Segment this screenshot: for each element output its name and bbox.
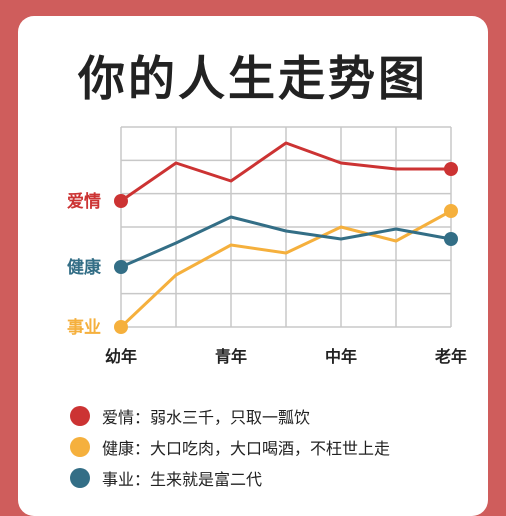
x-tick-label: 幼年 <box>105 347 137 366</box>
chart-grid <box>120 126 452 328</box>
x-tick-label: 青年 <box>215 347 247 366</box>
series-line-0 <box>120 141 451 203</box>
card: 你的人生走势图 幼年 青年 中年 老年 爱情健康事业 爱情：弱水三千，只取一瓢饮 健康：… <box>18 16 488 516</box>
y-side-label: 健康 <box>67 257 102 278</box>
y-side-label: 爱情 <box>67 191 101 212</box>
legend-item-health: 健康：大口吃肉，大口喝酒，不枉世上走 <box>70 431 390 462</box>
y-side-label: 事业 <box>67 318 101 338</box>
legend-label-love: 爱情：弱水三千，只取一瓢饮 <box>102 407 311 427</box>
legend-dot-love <box>70 405 90 426</box>
chart-points <box>114 162 458 334</box>
legend-item-career: 事业：生来就是富二代 <box>70 462 390 493</box>
series-start-point-0 <box>114 194 128 208</box>
series-end-point-0 <box>444 162 458 176</box>
series-start-point-2 <box>114 260 128 274</box>
legend-label-career: 事业：生来就是富二代 <box>102 469 263 489</box>
legend-label-health: 健康：大口吃肉，大口喝酒，不枉世上走 <box>102 438 391 458</box>
series-end-point-1 <box>444 204 458 218</box>
series-line-1 <box>119 209 452 329</box>
page-title: 你的人生走势图 <box>78 52 428 107</box>
x-tick-label: 老年 <box>434 347 467 366</box>
legend-dot-career <box>70 467 90 488</box>
chart-lines <box>119 141 452 329</box>
legend: 爱情：弱水三千，只取一瓢饮 健康：大口吃肉，大口喝酒，不枉世上走 事业：生来就是… <box>70 400 390 493</box>
legend-item-love: 爱情：弱水三千，只取一瓢饮 <box>70 400 390 431</box>
legend-dot-health <box>70 436 90 457</box>
series-end-point-2 <box>444 232 458 246</box>
series-line-2 <box>120 215 452 269</box>
x-tick-label: 中年 <box>325 347 357 366</box>
series-start-point-1 <box>114 320 128 334</box>
